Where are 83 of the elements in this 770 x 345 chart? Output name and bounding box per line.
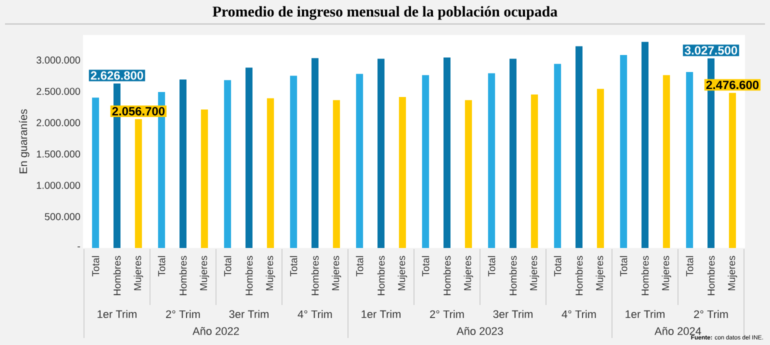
text: Mujeres <box>662 256 672 290</box>
text: Año 2024 <box>654 327 702 335</box>
x-tick-label: 1er Trim <box>626 310 664 318</box>
text: Mujeres <box>464 256 474 290</box>
data-label: 2.056.700 <box>112 106 165 116</box>
bar <box>332 100 340 248</box>
text: Total <box>620 256 628 276</box>
bar <box>554 64 562 248</box>
bar <box>620 55 628 248</box>
text: Hombres <box>377 256 385 296</box>
text: Año 2023 <box>456 327 503 335</box>
bar <box>246 68 253 248</box>
text: Hombres <box>245 256 253 296</box>
bar <box>662 75 670 248</box>
bar <box>510 58 517 248</box>
bar <box>596 88 604 248</box>
x-tick-label: 1er Trim <box>362 310 400 318</box>
data-label: 2.626.800 <box>90 71 144 80</box>
text: Total <box>92 256 100 276</box>
text: Total <box>686 256 694 276</box>
bar <box>686 72 694 248</box>
text: Total <box>356 256 364 276</box>
bar <box>576 46 583 248</box>
x-tick-label: 1er Trim <box>98 310 136 318</box>
bar <box>530 94 538 248</box>
bar <box>378 58 385 248</box>
text: Total <box>554 256 562 276</box>
y-axis-title: En guaraníes <box>18 109 30 174</box>
text: Mujeres <box>596 256 606 290</box>
y-tick-label: 2.500.000 <box>36 88 80 95</box>
bar <box>134 119 142 248</box>
data-label: 3.027.500 <box>684 46 738 55</box>
bar <box>464 100 472 248</box>
text: Hombres <box>707 256 715 296</box>
text: Total <box>158 256 166 276</box>
bar <box>180 79 186 248</box>
y-tick-label: 1.000.000 <box>36 182 80 189</box>
y-tick-label: 2.000.000 <box>36 119 80 126</box>
bar <box>488 73 496 248</box>
text: Mujeres <box>134 256 144 290</box>
x-tick-label: 3er Trim <box>493 310 532 318</box>
text: Total <box>422 256 430 276</box>
x-tick-label: 4° Trim <box>562 310 596 318</box>
text: Año 2022 <box>192 327 239 335</box>
text: Total <box>488 256 496 276</box>
text: Mujeres <box>530 256 540 290</box>
bar <box>642 42 649 248</box>
bar <box>398 97 406 248</box>
text: Hombres <box>179 256 187 296</box>
text: Total <box>224 256 232 276</box>
bar <box>92 98 100 248</box>
text: Hombres <box>311 256 319 296</box>
bar <box>266 98 274 248</box>
text: Total <box>290 256 298 276</box>
y-tick-label: 3.000.000 <box>36 56 80 64</box>
y-tick-label: 500.000 <box>44 213 80 220</box>
y-tick-label: - <box>78 246 80 248</box>
text: Mujeres <box>728 256 738 290</box>
data-label: 2.476.600 <box>706 80 759 90</box>
x-tick-label: 4° Trim <box>298 310 332 318</box>
text: Mujeres <box>266 256 276 290</box>
x-tick-label: 2° Trim <box>166 310 200 318</box>
bar <box>224 80 232 248</box>
text: Hombres <box>113 256 121 296</box>
text: Mujeres <box>332 256 342 290</box>
text: Mujeres <box>200 256 210 290</box>
text: Mujeres <box>398 256 408 290</box>
bar <box>312 58 319 248</box>
x-tick-label: 2° Trim <box>430 310 464 318</box>
x-tick-label: 3er Trim <box>229 310 268 318</box>
bar <box>290 76 298 248</box>
x-tick-label: 2° Trim <box>694 310 728 318</box>
text: Hombres <box>443 256 451 296</box>
chart-title: Promedio de ingreso mensual de la población ocupada <box>212 6 558 20</box>
bar <box>728 92 736 248</box>
text: Hombres <box>509 256 517 296</box>
bar <box>200 110 208 248</box>
text: Hombres <box>641 256 649 296</box>
text: Hombres <box>575 256 583 296</box>
bar <box>422 75 430 248</box>
y-tick-label: 1.500.000 <box>36 150 80 158</box>
bar <box>356 74 364 248</box>
bar <box>444 58 451 248</box>
